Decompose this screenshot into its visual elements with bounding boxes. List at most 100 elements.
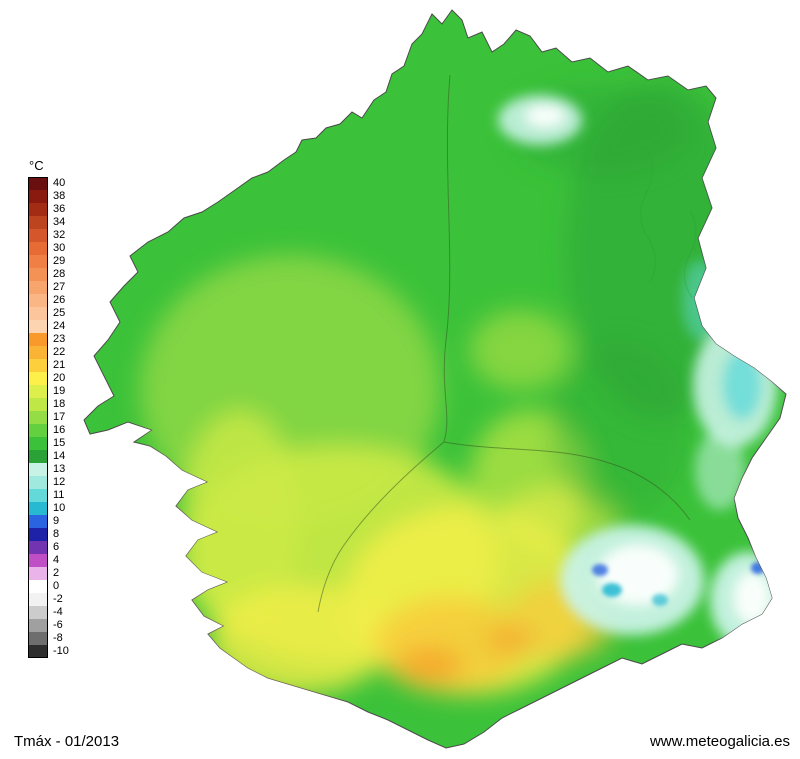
legend-color-swatch: [28, 476, 48, 489]
legend-color-swatch: [28, 229, 48, 242]
legend-value-label: 6: [53, 541, 60, 553]
legend-color-swatch: [28, 593, 48, 606]
cold-region: [682, 260, 718, 340]
legend-value-label: 9: [53, 515, 60, 527]
legend-entry: 36: [28, 203, 69, 216]
province-boundary-line: [443, 74, 451, 443]
legend-entry: -6: [28, 619, 69, 632]
legend-color-swatch: [28, 424, 48, 437]
legend-entry: 17: [28, 411, 69, 424]
legend-color-swatch: [28, 606, 48, 619]
legend-color-swatch: [28, 515, 48, 528]
temp-region: [210, 585, 390, 695]
legend-entry: 26: [28, 294, 69, 307]
legend-color-swatch: [28, 307, 48, 320]
legend-entry: 2: [28, 567, 69, 580]
legend-value-label: 23: [53, 333, 66, 345]
legend-value-label: 4: [53, 554, 60, 566]
legend-color-swatch: [28, 281, 48, 294]
legend-entry: 24: [28, 320, 69, 333]
legend-entry: 23: [28, 333, 69, 346]
legend-entry: -2: [28, 593, 69, 606]
coldest-spots: [592, 562, 765, 606]
legend-value-label: 17: [53, 411, 66, 423]
legend-entry: 9: [28, 515, 69, 528]
legend-value-label: 19: [53, 385, 66, 397]
legend-color-swatch: [28, 255, 48, 268]
legend-color-swatch: [28, 463, 48, 476]
legend-entry: 4: [28, 554, 69, 567]
website-url-text: www.meteogalicia.es: [649, 733, 790, 750]
legend-value-label: 22: [53, 346, 66, 358]
legend-color-swatch: [28, 268, 48, 281]
legend-entry: 18: [28, 398, 69, 411]
cold-region: [695, 430, 745, 510]
legend-value-label: 29: [53, 255, 66, 267]
cold-spot: [652, 594, 668, 606]
relief-line: [683, 209, 697, 299]
legend-entry: 12: [28, 476, 69, 489]
legend-value-label: 20: [53, 372, 66, 384]
legend-entry: 38: [28, 190, 69, 203]
legend-entry: 40: [28, 177, 69, 190]
legend-value-label: 40: [53, 177, 66, 189]
legend-entry: -4: [28, 606, 69, 619]
legend-color-swatch: [28, 632, 48, 645]
legend-entry: 14: [28, 450, 69, 463]
legend-color-swatch: [28, 411, 48, 424]
temperature-legend: °C 40 38 36 34 32 30 29 28 27 26 25 24 23 22 21 20 19 18 1…: [28, 158, 69, 658]
legend-color-swatch: [28, 372, 48, 385]
legend-color-swatch: [28, 567, 48, 580]
legend-value-label: 34: [53, 216, 66, 228]
legend-color-swatch: [28, 541, 48, 554]
legend-color-swatch: [28, 619, 48, 632]
cold-spot: [602, 583, 622, 597]
legend-color-swatch: [28, 294, 48, 307]
cold-region: [525, 105, 565, 127]
cold-spot: [751, 562, 765, 574]
legend-color-swatch: [28, 333, 48, 346]
legend-value-label: 28: [53, 268, 66, 280]
legend-entry: 34: [28, 216, 69, 229]
legend-entry: 30: [28, 242, 69, 255]
legend-unit-label: °C: [29, 158, 44, 173]
legend-entry: -8: [28, 632, 69, 645]
legend-value-label: -8: [53, 632, 63, 644]
legend-entry: 25: [28, 307, 69, 320]
legend-entry: 28: [28, 268, 69, 281]
legend-value-label: 21: [53, 359, 66, 371]
relief-shading: [639, 149, 697, 299]
legend-entry: 10: [28, 502, 69, 515]
legend-value-label: 15: [53, 437, 66, 449]
legend-color-swatch: [28, 437, 48, 450]
legend-entry: 0: [28, 580, 69, 593]
map-title-caption: Tmáx - 01/2013: [14, 733, 120, 750]
legend-color-swatch: [28, 359, 48, 372]
legend-value-label: -6: [53, 619, 63, 631]
legend-value-label: 26: [53, 294, 66, 306]
legend-value-label: 14: [53, 450, 66, 462]
legend-value-label: 16: [53, 424, 66, 436]
legend-value-label: 27: [53, 281, 66, 293]
legend-value-label: 36: [53, 203, 66, 215]
cold-spot: [592, 564, 608, 576]
cold-region: [734, 572, 770, 624]
legend-value-label: 8: [53, 528, 60, 540]
legend-value-label: 12: [53, 476, 66, 488]
legend-color-swatch: [28, 645, 48, 658]
legend-color-swatch: [28, 242, 48, 255]
legend-value-label: 30: [53, 242, 66, 254]
legend-color-swatch: [28, 489, 48, 502]
legend-color-swatch: [28, 554, 48, 567]
legend-color-swatch: [28, 580, 48, 593]
temperature-field-patches: [140, 80, 755, 695]
legend-entry: 6: [28, 541, 69, 554]
temp-region: [470, 310, 570, 390]
legend-color-swatch: [28, 398, 48, 411]
legend-value-label: 32: [53, 229, 66, 241]
legend-value-label: 11: [53, 489, 65, 501]
temp-region: [180, 410, 300, 630]
legend-entry: 27: [28, 281, 69, 294]
legend-color-swatch: [28, 450, 48, 463]
